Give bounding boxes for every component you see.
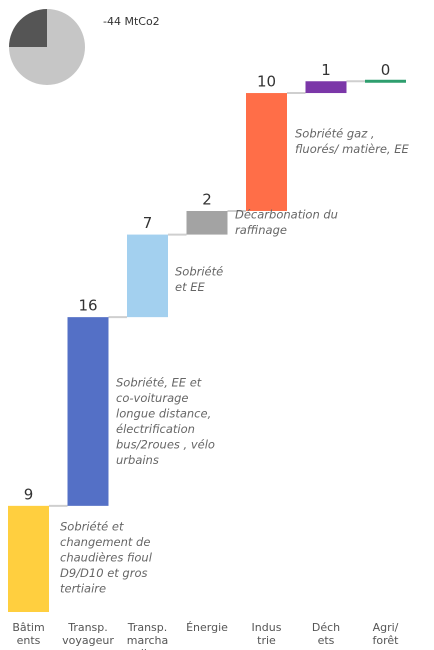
annotation: Sobriété, EE et [116, 376, 202, 390]
annotation: urbains [116, 453, 159, 467]
chart-title: -44 MtCo2 [103, 15, 160, 28]
x-tick-label: ets [318, 634, 335, 647]
x-tick-label: trie [257, 634, 276, 647]
x-tick-label: Indus [252, 621, 282, 634]
x-tick-label: marcha [127, 634, 169, 647]
bar [8, 505, 49, 612]
annotation: co-voiturage [116, 391, 189, 405]
x-tick-label: ents [17, 634, 41, 647]
annotation: Sobriété et [60, 520, 124, 534]
bar [67, 317, 109, 506]
annotation: Sobriété gaz , [295, 127, 375, 141]
x-tick-label: voyageur [62, 634, 114, 647]
x-tick-label: Transp. [127, 621, 168, 634]
annotation: Décarbonation du [235, 208, 338, 222]
value-label: 10 [257, 73, 276, 91]
x-tick-label: Agri/ [373, 621, 399, 634]
x-tick-label: Énergie [186, 621, 228, 634]
value-label: 16 [78, 297, 97, 315]
bar [246, 93, 287, 211]
annotation: changement de [60, 535, 150, 549]
bar [186, 210, 228, 235]
pie-slice [9, 9, 85, 85]
annotation: chaudières fioul [60, 551, 153, 565]
annotation: et EE [175, 280, 206, 294]
value-label: 0 [381, 61, 391, 79]
pie-slice [9, 9, 47, 47]
x-tick-label: Bâtim [12, 621, 44, 634]
value-label: 9 [24, 485, 34, 503]
annotation: tertiaire [60, 582, 106, 596]
x-tick-label: Déch [312, 621, 340, 634]
annotation: longue distance, [116, 407, 211, 421]
annotation: électrification [116, 422, 195, 436]
value-label: 2 [202, 190, 212, 208]
annotation: bus/2roues , vélo [116, 438, 215, 452]
x-tick-label: ndises [130, 647, 166, 650]
bar [365, 79, 406, 83]
x-tick-label: Transp. [67, 621, 108, 634]
value-label: 7 [143, 214, 153, 232]
bar [305, 81, 347, 94]
annotation: D9/D10 et gros [60, 566, 148, 580]
annotation: fluorés/ matière, EE [295, 142, 409, 156]
annotation: Sobriété [175, 265, 223, 279]
bar [127, 234, 168, 318]
annotation: raffinage [235, 223, 287, 237]
x-tick-label: forêt [373, 634, 400, 647]
value-label: 1 [321, 61, 331, 79]
